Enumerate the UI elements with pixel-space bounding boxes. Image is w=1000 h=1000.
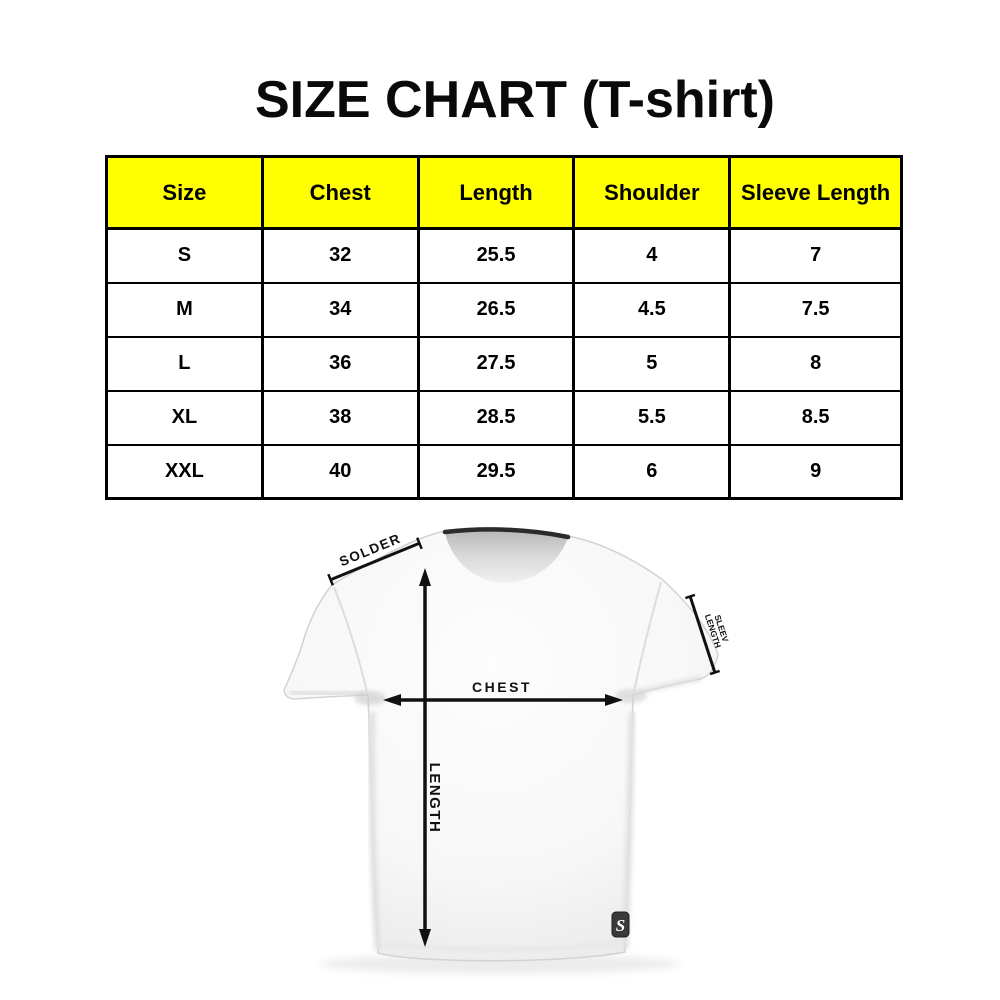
col-header-chest: Chest bbox=[260, 155, 420, 230]
col-header-shoulder: Shoulder bbox=[572, 155, 732, 230]
cell-size: XL bbox=[105, 389, 264, 446]
right-armpit-shadow bbox=[615, 689, 647, 703]
cell-shoulder: 4.5 bbox=[572, 281, 732, 338]
collar bbox=[442, 527, 571, 540]
col-header-size: Size bbox=[105, 155, 264, 230]
table-row-l: L 36 27.5 5 8 bbox=[105, 335, 903, 392]
table-row-xxl: XXL 40 29.5 6 9 bbox=[105, 443, 903, 500]
length-label: LENGTH bbox=[426, 763, 443, 834]
left-armpit-shadow bbox=[354, 691, 386, 705]
cell-sleeve: 8 bbox=[728, 335, 903, 392]
cell-shoulder: 5.5 bbox=[572, 389, 732, 446]
cell-size: L bbox=[105, 335, 264, 392]
brand-tag-letter: S bbox=[616, 916, 625, 935]
cell-chest: 34 bbox=[260, 281, 420, 338]
cell-sleeve: 9 bbox=[728, 443, 903, 500]
shirt-ground-shadow bbox=[320, 954, 680, 974]
left-sleeve-seam bbox=[333, 586, 368, 693]
chest-label: CHEST bbox=[472, 679, 532, 695]
cell-chest: 36 bbox=[260, 335, 420, 392]
cell-length: 26.5 bbox=[416, 281, 576, 338]
col-header-length: Length bbox=[416, 155, 576, 230]
cell-sleeve: 8.5 bbox=[728, 389, 903, 446]
cell-shoulder: 4 bbox=[572, 227, 732, 284]
cell-size: M bbox=[105, 281, 264, 338]
chest-arrow bbox=[383, 694, 623, 706]
neck-opening bbox=[445, 530, 568, 583]
cell-size: XXL bbox=[105, 443, 264, 500]
cell-chest: 40 bbox=[260, 443, 420, 500]
tshirt-graphic bbox=[283, 527, 719, 962]
size-table: Size Chest Length Shoulder Sleeve Length… bbox=[105, 155, 903, 500]
left-sleeve-shade bbox=[289, 689, 366, 697]
cell-length: 27.5 bbox=[416, 335, 576, 392]
hem-crease bbox=[384, 941, 621, 952]
tshirt-measurement-diagram: S LENGTH CHEST SOLDER SLEEV LENGTH bbox=[283, 527, 731, 974]
cell-length: 29.5 bbox=[416, 443, 576, 500]
table-row-xl: XL 38 28.5 5.5 8.5 bbox=[105, 389, 903, 446]
table-row-s: S 32 25.5 4 7 bbox=[105, 227, 903, 284]
cell-sleeve: 7.5 bbox=[728, 281, 903, 338]
cell-sleeve: 7 bbox=[728, 227, 903, 284]
cell-size: S bbox=[105, 227, 264, 284]
cell-chest: 38 bbox=[260, 389, 420, 446]
col-header-sleeve-length: Sleeve Length bbox=[728, 155, 903, 230]
cell-shoulder: 6 bbox=[572, 443, 732, 500]
cell-shoulder: 5 bbox=[572, 335, 732, 392]
right-sleeve-seam bbox=[633, 581, 662, 693]
left-side-shadow bbox=[368, 711, 382, 951]
right-sleeve-shade bbox=[637, 675, 703, 695]
page-title: SIZE CHART (T-shirt) bbox=[255, 71, 775, 129]
cell-length: 25.5 bbox=[416, 227, 576, 284]
length-arrow bbox=[419, 568, 431, 947]
cell-chest: 32 bbox=[260, 227, 420, 284]
brand-tag: S bbox=[611, 911, 630, 938]
cell-length: 28.5 bbox=[416, 389, 576, 446]
table-row-m: M 34 26.5 4.5 7.5 bbox=[105, 281, 903, 338]
table-header-row: Size Chest Length Shoulder Sleeve Length bbox=[105, 155, 903, 230]
